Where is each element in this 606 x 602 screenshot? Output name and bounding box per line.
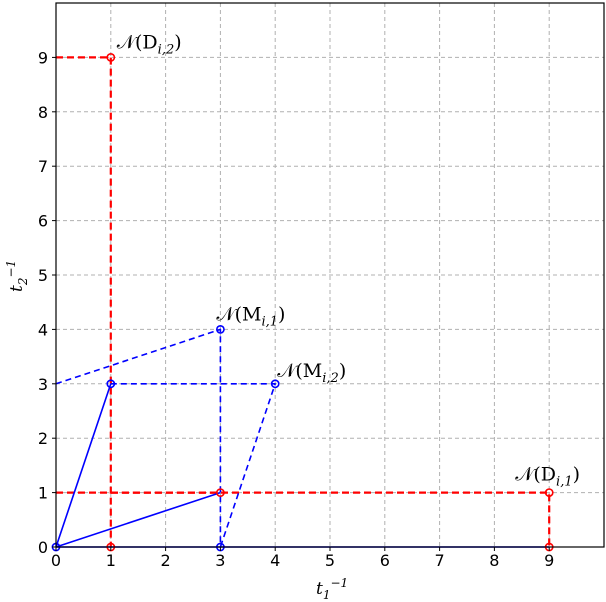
y-tick-label-6: 6	[38, 212, 48, 231]
x-tick-label-2: 2	[161, 551, 171, 570]
y-tick-label-5: 5	[38, 266, 48, 285]
series-line-6	[110, 382, 277, 548]
markers-layer	[51, 53, 554, 552]
y-tick-label-0: 0	[38, 538, 48, 557]
grid	[56, 3, 604, 547]
y-tick-label-1: 1	[38, 484, 48, 503]
x-tick-labels: 0 1 2 3 4 5 6 7 8 9	[51, 547, 554, 570]
y-tick-labels: 0 1 2 3 4 5 6 7 8 9	[38, 48, 56, 557]
data-point-0	[106, 53, 116, 62]
y-tick-label-4: 4	[38, 320, 48, 339]
x-tick-label-8: 8	[489, 551, 499, 570]
x-tick-label-7: 7	[435, 551, 445, 570]
series-layer	[55, 56, 551, 548]
y-tick-label-3: 3	[38, 375, 48, 394]
series-line-0	[56, 56, 112, 547]
x-axis-label: t1−1	[316, 576, 348, 602]
x-tick-label-6: 6	[380, 551, 390, 570]
series-line-4	[55, 491, 221, 548]
annotation-label-0: 𝒩(Di,2)	[117, 31, 182, 57]
data-point-4	[215, 488, 225, 497]
data-point-1	[544, 488, 554, 497]
x-tick-label-3: 3	[215, 551, 225, 570]
annotation-label-3: 𝒩(Di,1)	[515, 464, 580, 490]
y-tick-label-8: 8	[38, 103, 48, 122]
data-point-5	[215, 324, 225, 334]
x-tick-label-1: 1	[106, 551, 116, 570]
x-tick-label-4: 4	[270, 551, 280, 570]
x-tick-label-5: 5	[325, 551, 335, 570]
series-line-3	[55, 383, 112, 548]
x-tick-label-9: 9	[544, 551, 554, 570]
series-line-1	[56, 491, 551, 547]
annotation-label-2: 𝒩(Mi,2)	[277, 360, 346, 386]
annotations: 𝒩(Di,2) 𝒩(Mi,1) 𝒩(Mi,2) 𝒩(Di,1)	[117, 31, 580, 489]
y-tick-label-9: 9	[38, 48, 48, 67]
data-point-7	[106, 379, 116, 389]
y-axis-label: t2−1	[4, 260, 30, 292]
x-tick-label-0: 0	[51, 551, 61, 570]
annotation-label-1: 𝒩(Mi,1)	[216, 303, 285, 329]
y-tick-label-7: 7	[38, 157, 48, 176]
series-line-5	[55, 328, 222, 547]
y-tick-label-2: 2	[38, 429, 48, 448]
data-point-6	[270, 379, 280, 389]
